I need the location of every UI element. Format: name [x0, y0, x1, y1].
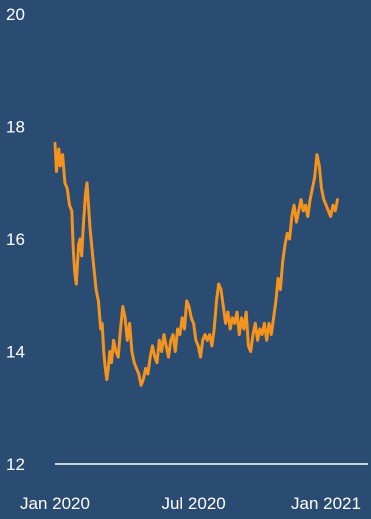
series-layer — [53, 141, 339, 387]
x-axis-tick-labels: Jan 2020 Jul 2020 Jan 2021 — [20, 494, 361, 513]
y-tick-label: 16 — [6, 230, 25, 249]
y-tick-label: 12 — [6, 455, 25, 474]
series-line — [53, 141, 339, 387]
x-tick-label: Jan 2020 — [20, 494, 90, 513]
y-tick-label: 18 — [6, 118, 25, 137]
y-axis-tick-labels: 12 14 16 18 20 — [6, 5, 25, 474]
x-tick-label: Jan 2021 — [291, 494, 361, 513]
x-tick-label: Jul 2020 — [161, 494, 225, 513]
y-tick-label: 20 — [6, 5, 25, 24]
y-tick-label: 14 — [6, 343, 25, 362]
